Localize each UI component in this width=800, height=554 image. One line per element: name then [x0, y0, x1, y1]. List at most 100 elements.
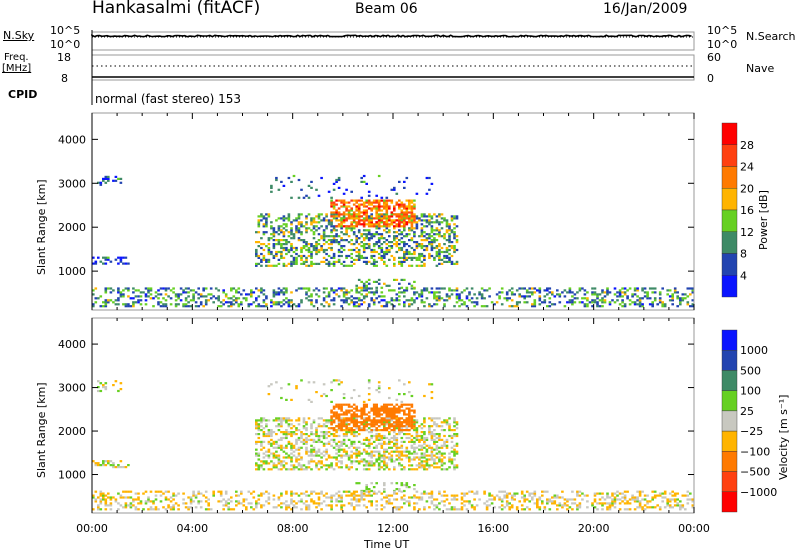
echo-cell	[413, 423, 416, 426]
echo-cell	[124, 287, 128, 290]
echo-cell	[445, 256, 449, 259]
echo-cell	[668, 504, 672, 507]
echo-cell	[445, 468, 449, 471]
echo-cell	[332, 456, 336, 459]
echo-cell	[370, 223, 373, 226]
echo-cell	[440, 458, 444, 461]
echo-cell	[247, 490, 251, 493]
echo-cell	[330, 201, 333, 204]
echo-cell	[548, 508, 552, 511]
echo-cell	[420, 235, 424, 238]
echo-cell	[350, 417, 353, 420]
echo-cell	[428, 221, 431, 224]
echo-cell	[400, 427, 404, 430]
echo-cell	[340, 462, 343, 465]
echo-cell	[280, 252, 283, 256]
echo-cell	[383, 417, 386, 420]
echo-cell	[420, 223, 424, 226]
echo-cell	[453, 248, 456, 252]
echo-cell	[423, 225, 426, 228]
echo-cell	[623, 496, 627, 499]
echo-cell	[653, 287, 657, 290]
echo-cell	[398, 243, 401, 246]
x-tick-label: 00:00	[76, 522, 108, 535]
echo-cell	[315, 391, 318, 394]
echo-cell	[325, 468, 328, 471]
echo-cell	[367, 203, 371, 206]
echo-cell	[551, 293, 554, 296]
echo-cell	[300, 440, 303, 443]
echo-cell	[418, 219, 421, 222]
echo-cell	[272, 245, 276, 248]
echo-cell	[312, 221, 316, 224]
echo-cell	[322, 425, 326, 428]
echo-cell	[423, 305, 426, 308]
echo-cell	[104, 504, 108, 507]
echo-cell	[172, 506, 175, 509]
echo-cell	[440, 287, 444, 290]
echo-cell	[475, 297, 479, 300]
echo-cell	[177, 293, 180, 296]
echo-cell	[357, 219, 361, 222]
echo-cell	[531, 287, 534, 290]
echo-cell	[189, 305, 193, 308]
echo-cell	[235, 291, 238, 294]
echo-cell	[307, 450, 311, 453]
echo-cell	[267, 440, 271, 443]
echo-cell	[350, 221, 353, 224]
echo-cell	[360, 176, 363, 180]
echo-cell	[317, 417, 321, 420]
echo-cell	[305, 229, 308, 232]
echo-cell	[541, 494, 544, 497]
echo-cell	[403, 433, 406, 436]
echo-cell	[119, 388, 123, 391]
echo-cell	[403, 215, 406, 218]
echo-cell	[566, 498, 569, 501]
echo-cell	[300, 436, 303, 440]
echo-cell	[362, 460, 366, 463]
echo-cell	[543, 490, 547, 493]
echo-cell	[393, 188, 396, 191]
echo-cell	[112, 384, 115, 387]
echo-cell	[423, 219, 426, 222]
echo-cell	[367, 431, 371, 434]
echo-cell	[631, 494, 634, 497]
echo-cell	[305, 260, 308, 263]
echo-cell	[342, 213, 346, 216]
echo-cell	[596, 293, 599, 296]
echo-cell	[305, 243, 308, 246]
echo-cell	[152, 508, 155, 511]
echo-cell	[345, 219, 348, 222]
echo-cell	[362, 417, 366, 420]
echo-cell	[365, 211, 368, 214]
echo-cell	[267, 454, 271, 457]
echo-cell	[300, 231, 303, 234]
echo-cell	[623, 498, 627, 501]
echo-cell	[367, 468, 371, 471]
echo-cell	[192, 289, 195, 292]
echo-cell	[310, 433, 313, 436]
echo-cell	[357, 462, 361, 465]
echo-cell	[390, 246, 394, 250]
echo-cell	[606, 492, 609, 495]
echo-cell	[320, 502, 323, 505]
echo-cell	[691, 500, 695, 503]
echo-cell	[342, 291, 346, 294]
echo-cell	[295, 458, 298, 461]
echo-cell	[405, 413, 409, 416]
echo-cell	[563, 504, 567, 507]
echo-cell	[405, 258, 409, 261]
echo-cell	[383, 464, 386, 467]
echo-cell	[453, 498, 456, 501]
echo-cell	[257, 245, 261, 248]
echo-cell	[435, 462, 439, 465]
echo-cell	[623, 293, 627, 296]
echo-cell	[385, 239, 389, 242]
echo-cell	[262, 231, 266, 234]
echo-cell	[423, 442, 426, 445]
echo-cell	[430, 246, 434, 250]
echo-cell	[410, 209, 414, 212]
echo-cell	[332, 419, 336, 422]
echo-cell	[184, 291, 188, 294]
echo-cell	[410, 258, 414, 261]
